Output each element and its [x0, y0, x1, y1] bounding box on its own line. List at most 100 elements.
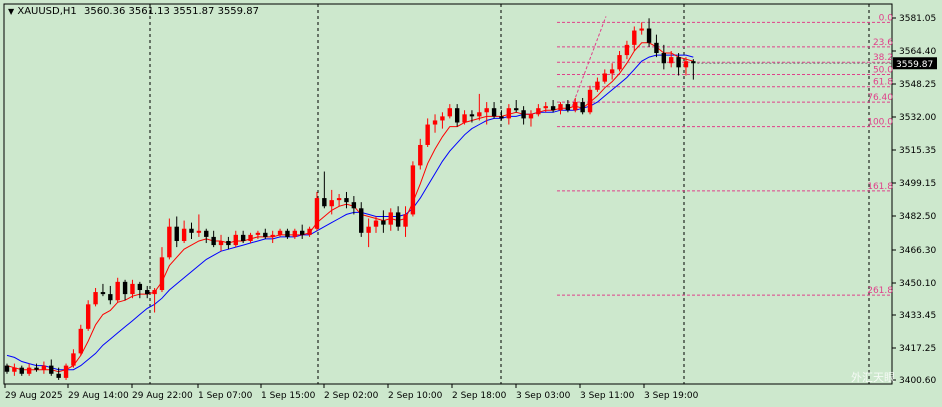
candle — [550, 100, 556, 113]
candle-body — [536, 108, 541, 115]
x-tick-label: 29 Aug 14:00 — [68, 391, 129, 401]
candle-body — [145, 290, 150, 295]
fib-level-label: 50.0 — [873, 65, 893, 75]
candle — [4, 363, 10, 374]
candle — [521, 106, 526, 125]
candle-body — [34, 367, 39, 370]
candle — [63, 363, 69, 380]
fib-level-label: 0.0 — [879, 13, 894, 23]
candle-body — [521, 110, 526, 119]
candle-body — [484, 108, 489, 113]
fib-level-label: 161.8 — [867, 182, 893, 192]
fib-trend-line — [571, 16, 607, 107]
candle — [646, 18, 652, 47]
candle-body — [204, 230, 209, 237]
candle-body — [410, 165, 416, 215]
candle — [336, 194, 342, 207]
candle — [469, 110, 475, 123]
candle-body — [602, 73, 607, 82]
candle-body — [71, 353, 76, 366]
candle — [218, 234, 224, 252]
candle-body — [100, 292, 106, 295]
candle — [632, 26, 637, 51]
candle-body — [454, 108, 460, 123]
plot-frame — [3, 3, 893, 385]
candle-body — [462, 114, 467, 123]
candle-body — [285, 230, 290, 237]
candle-body — [639, 28, 644, 31]
y-tick-label: 3417.25 — [899, 344, 936, 354]
candle-body — [255, 232, 261, 235]
symbol-label: XAUUSD,H1 — [17, 6, 77, 17]
candle — [506, 104, 512, 125]
candle — [93, 287, 98, 307]
candle — [624, 40, 630, 60]
candle — [595, 77, 600, 92]
candle-body — [181, 228, 187, 241]
candle — [609, 63, 615, 80]
candle-body — [196, 230, 202, 233]
candle — [484, 102, 489, 125]
candle-body — [351, 202, 357, 209]
candle — [558, 102, 563, 115]
candle — [49, 359, 54, 376]
candle-body — [49, 365, 54, 374]
candle-body — [85, 304, 91, 329]
candle — [277, 228, 283, 237]
candle-body — [477, 112, 482, 117]
y-tick-label: 3482.50 — [899, 212, 936, 222]
candle-body — [167, 226, 172, 258]
candle-body — [676, 57, 681, 68]
candle — [514, 100, 519, 113]
candle — [26, 363, 32, 376]
candle — [41, 361, 47, 374]
candle-body — [344, 198, 349, 203]
candle-body — [654, 42, 659, 54]
candle-body — [499, 116, 504, 119]
candle — [211, 230, 216, 248]
candle — [12, 363, 17, 376]
candle-body — [691, 61, 696, 64]
fib-level-label: 38.2 — [873, 53, 893, 63]
y-tick-label: 3564.40 — [899, 47, 936, 57]
candle — [56, 367, 61, 380]
candle — [669, 50, 674, 68]
candle — [248, 232, 253, 244]
y-tick-label: 3515.35 — [899, 146, 936, 156]
candle-body — [233, 234, 238, 246]
candle — [240, 230, 246, 244]
candle-body — [624, 44, 630, 56]
candle-body — [19, 367, 24, 374]
candle-body — [152, 290, 157, 295]
candle — [189, 222, 194, 239]
candle — [410, 161, 416, 217]
candle — [329, 189, 334, 215]
candle — [381, 210, 386, 233]
candle-body — [218, 240, 224, 246]
candle — [100, 283, 106, 297]
candle-body — [41, 365, 47, 370]
candle — [255, 230, 261, 239]
x-tick-label: 29 Aug 2025 — [5, 391, 63, 401]
candle-body — [491, 108, 497, 117]
x-tick-label: 3 Sep 03:00 — [516, 391, 571, 401]
candle-body — [565, 104, 571, 111]
candle-body — [432, 120, 438, 125]
candle — [447, 104, 452, 119]
candle — [307, 226, 312, 237]
candle-body — [447, 108, 452, 117]
candle — [661, 44, 667, 70]
candle-body — [366, 226, 371, 233]
candle-body — [617, 55, 622, 70]
candle-body — [418, 144, 423, 166]
candle-body — [336, 198, 342, 201]
candle — [565, 100, 571, 113]
candle — [395, 206, 401, 231]
candle — [300, 224, 305, 239]
dropdown-arrow-icon[interactable]: ▼ — [8, 7, 15, 16]
candle-body — [609, 69, 615, 74]
candle — [292, 228, 298, 239]
price-tag-label: 3559.87 — [896, 60, 933, 70]
candle — [159, 247, 165, 293]
